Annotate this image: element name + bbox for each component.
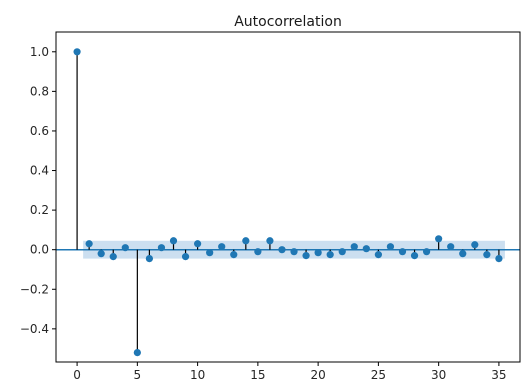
chart-title: Autocorrelation	[234, 14, 342, 30]
x-tick-label-25: 25	[371, 368, 386, 382]
x-tick-label-15: 15	[250, 368, 265, 382]
acf-point-lag-17	[278, 246, 286, 254]
acf-point-lag-7	[157, 244, 166, 252]
y-tick-label-2: 0.0	[30, 243, 49, 257]
acf-point-lag-6	[145, 254, 154, 263]
acf-point-lag-0	[73, 48, 81, 56]
acf-point-lag-10	[194, 240, 202, 248]
x-tick-label-30: 30	[431, 368, 446, 382]
x-tick-label-35: 35	[491, 368, 506, 382]
acf-point-lag-11	[206, 249, 214, 257]
acf-point-lag-19	[302, 252, 310, 260]
acf-point-lag-28	[410, 252, 419, 260]
x-tick-label-10: 10	[190, 368, 205, 382]
acf-point-lag-2	[97, 250, 105, 258]
acf-point-lag-15	[254, 248, 262, 256]
y-tick-label-7: 1.0	[30, 45, 49, 59]
acf-point-lag-29	[422, 248, 431, 256]
acf-point-lag-22	[338, 248, 346, 256]
acf-point-lag-5	[133, 348, 141, 357]
acf-point-lag-23	[350, 243, 358, 251]
plot-frame	[55, 31, 521, 363]
y-tick-label-0: −0.4	[20, 322, 49, 336]
acf-point-lag-14	[242, 237, 250, 245]
acf-point-lag-12	[218, 243, 226, 251]
y-tick-label-1: −0.2	[20, 282, 49, 296]
y-tick-label-5: 0.6	[30, 124, 49, 138]
acf-point-lag-20	[314, 249, 322, 257]
y-tick-label-3: 0.2	[30, 203, 49, 217]
acf-point-lag-13	[230, 251, 238, 259]
acf-point-lag-32	[459, 250, 467, 258]
acf-point-lag-8	[169, 237, 178, 245]
acf-point-lag-26	[386, 243, 395, 251]
acf-point-lag-1	[85, 240, 93, 248]
acf-point-lag-35	[495, 254, 503, 263]
x-tick-label-20: 20	[310, 368, 325, 382]
x-tick-label-5: 5	[134, 368, 142, 382]
y-tick-label-4: 0.4	[30, 164, 49, 178]
x-tick-label-0: 0	[73, 368, 81, 382]
acf-point-lag-9	[181, 253, 190, 261]
acf-point-lag-30	[435, 235, 443, 243]
acf-point-lag-4	[121, 244, 129, 252]
acf-point-lag-33	[471, 241, 479, 249]
y-tick-label-6: 0.8	[30, 84, 49, 98]
acf-point-lag-3	[109, 253, 117, 261]
acf-point-lag-31	[447, 243, 455, 251]
acf-point-lag-18	[290, 248, 298, 256]
acf-point-lag-34	[483, 251, 491, 259]
acf-point-lag-25	[374, 251, 382, 259]
acf-point-lag-24	[362, 245, 370, 253]
acf-point-lag-27	[398, 248, 407, 256]
acf-point-lag-21	[326, 251, 334, 259]
acf-point-lag-16	[266, 237, 274, 245]
